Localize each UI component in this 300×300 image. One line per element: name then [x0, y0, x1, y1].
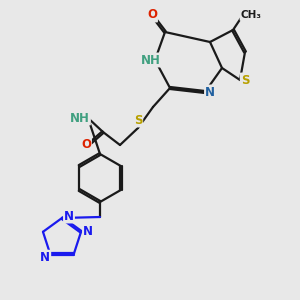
- Text: S: S: [241, 74, 249, 86]
- Text: O: O: [147, 8, 157, 22]
- Text: N: N: [83, 225, 93, 238]
- Text: N: N: [64, 209, 74, 223]
- Text: O: O: [81, 139, 91, 152]
- Text: NH: NH: [70, 112, 90, 124]
- Text: NH: NH: [141, 53, 161, 67]
- Text: S: S: [134, 113, 142, 127]
- Text: N: N: [40, 251, 50, 264]
- Text: CH₃: CH₃: [241, 10, 262, 20]
- Text: N: N: [205, 85, 215, 98]
